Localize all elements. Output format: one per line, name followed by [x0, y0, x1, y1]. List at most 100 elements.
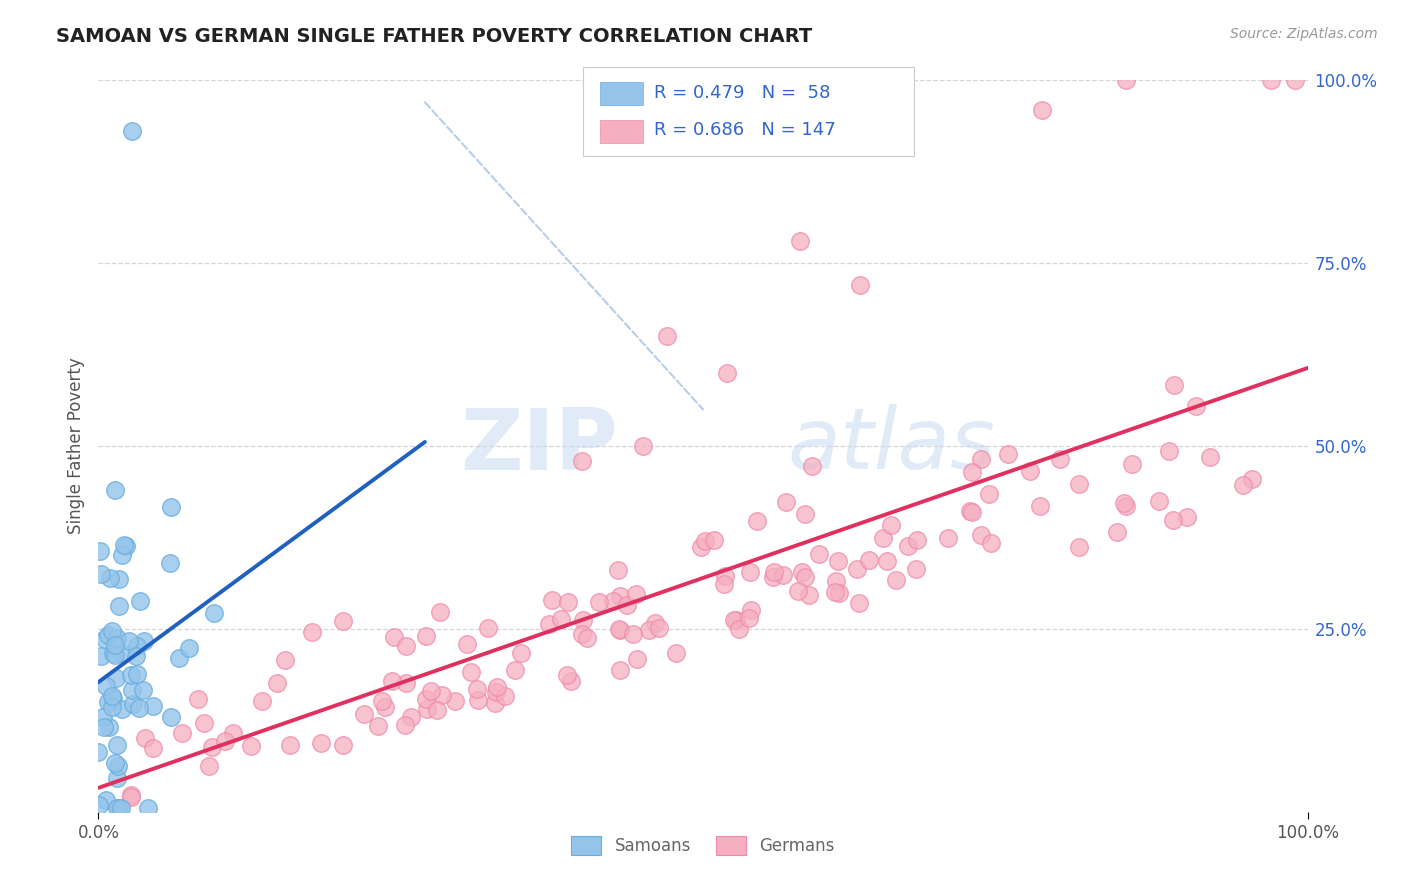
Point — [794, 570, 817, 584]
Point — [588, 594, 610, 608]
Point — [848, 596, 870, 610]
Point — [648, 621, 671, 635]
Point — [250, 694, 273, 708]
Point — [214, 734, 236, 748]
Point — [1199, 450, 1222, 464]
Point — [127, 639, 149, 653]
Point — [738, 611, 761, 625]
Point — [94, 632, 117, 646]
Point — [101, 700, 124, 714]
Point — [799, 588, 821, 602]
Point — [456, 637, 478, 651]
Point — [301, 624, 323, 639]
Point — [555, 667, 578, 681]
Point — [962, 465, 984, 479]
Point — [103, 483, 125, 497]
Point — [970, 527, 993, 541]
Point — [98, 571, 121, 585]
Point — [159, 557, 181, 571]
Point — [395, 640, 418, 654]
Point — [550, 612, 572, 626]
Point — [100, 624, 122, 639]
Point — [1031, 103, 1053, 117]
Point — [121, 682, 143, 697]
Point — [872, 531, 894, 545]
Text: Source: ZipAtlas.com: Source: ZipAtlas.com — [1230, 27, 1378, 41]
Point — [609, 663, 631, 677]
Point — [609, 623, 631, 637]
Point — [90, 648, 112, 663]
Point — [419, 684, 441, 698]
Point — [655, 329, 678, 343]
Point — [107, 801, 129, 815]
Point — [89, 797, 111, 812]
Point — [104, 638, 127, 652]
Point — [1159, 444, 1181, 458]
Point — [120, 668, 142, 682]
Point — [415, 629, 437, 643]
Point — [91, 710, 114, 724]
Point — [87, 745, 110, 759]
Point — [858, 553, 880, 567]
Point — [193, 716, 215, 731]
Point — [97, 695, 120, 709]
Point — [105, 738, 128, 752]
Point — [571, 453, 593, 467]
Point — [416, 702, 439, 716]
Point — [374, 700, 396, 714]
Point — [936, 532, 959, 546]
Point — [716, 366, 738, 380]
Point — [728, 623, 751, 637]
Text: SAMOAN VS GERMAN SINGLE FATHER POVERTY CORRELATION CHART: SAMOAN VS GERMAN SINGLE FATHER POVERTY C… — [56, 27, 813, 45]
Point — [202, 607, 225, 621]
Point — [725, 613, 748, 627]
Point — [142, 699, 165, 714]
Point — [959, 504, 981, 518]
Point — [537, 617, 560, 632]
Point — [415, 692, 437, 706]
Point — [107, 759, 129, 773]
Point — [509, 646, 531, 660]
Text: R = 0.479   N =  58: R = 0.479 N = 58 — [654, 84, 830, 102]
Point — [616, 598, 638, 612]
Point — [108, 572, 131, 586]
Point — [541, 593, 564, 607]
Point — [465, 682, 488, 697]
Point — [118, 634, 141, 648]
Text: atlas: atlas — [787, 404, 995, 488]
Point — [177, 640, 200, 655]
Point — [1232, 478, 1254, 492]
Point — [201, 740, 224, 755]
Point — [713, 577, 735, 591]
Point — [121, 124, 143, 138]
Point — [239, 739, 262, 753]
Point — [494, 690, 516, 704]
Point — [621, 627, 644, 641]
Point — [1185, 399, 1208, 413]
Point — [172, 726, 194, 740]
Point — [576, 631, 599, 645]
Point — [104, 756, 127, 771]
Point — [187, 692, 209, 706]
Point — [1115, 73, 1137, 87]
Point — [607, 563, 630, 577]
Point — [714, 568, 737, 582]
Point — [970, 452, 993, 467]
Point — [980, 536, 1002, 550]
Point — [761, 570, 783, 584]
Point — [1115, 499, 1137, 513]
Point — [1018, 464, 1040, 478]
Point — [142, 741, 165, 756]
Point — [399, 709, 422, 723]
Point — [332, 738, 354, 752]
Point — [430, 688, 453, 702]
Point — [884, 574, 907, 588]
Point — [278, 738, 301, 752]
Point — [905, 562, 928, 576]
Point — [1260, 73, 1282, 87]
Point — [800, 458, 823, 473]
Point — [897, 540, 920, 554]
Point — [1121, 457, 1143, 471]
Point — [101, 646, 124, 660]
Point — [96, 679, 118, 693]
